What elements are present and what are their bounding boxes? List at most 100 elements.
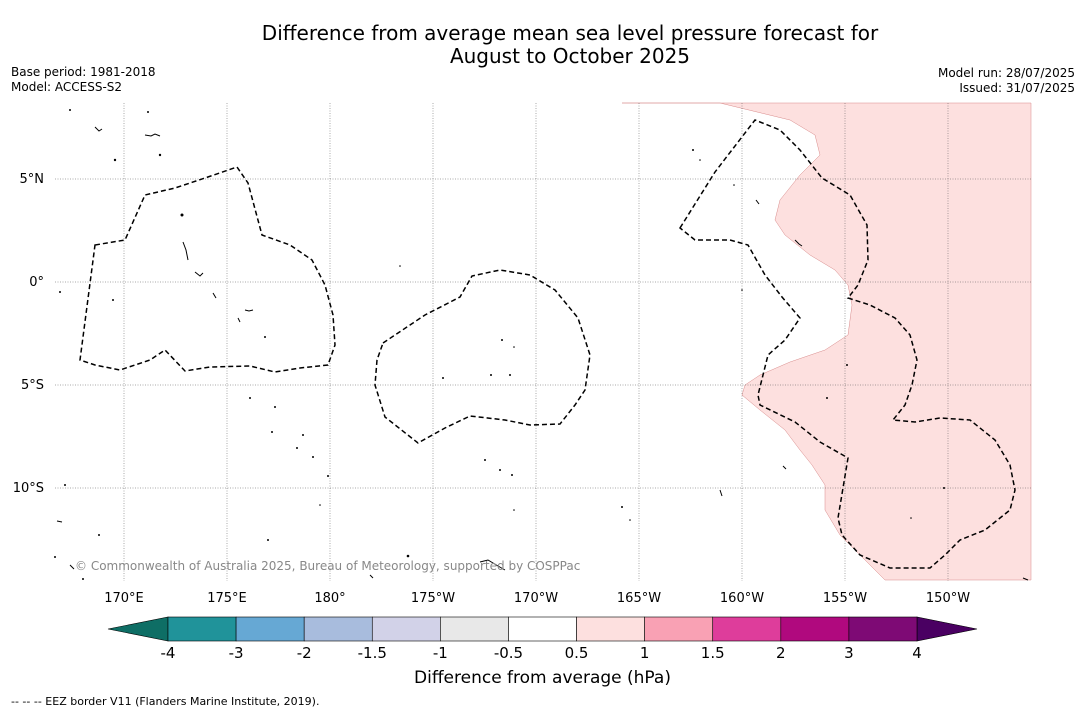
colorbar-tick-label: -0.5 — [494, 644, 523, 662]
island — [509, 374, 511, 376]
island — [113, 158, 117, 162]
island — [1022, 577, 1029, 581]
lon-tick-label: 165°W — [617, 591, 661, 606]
island — [794, 239, 803, 247]
colorbar-segment — [508, 616, 577, 642]
island — [302, 434, 304, 436]
island — [249, 397, 251, 399]
island — [244, 309, 254, 312]
island — [59, 291, 61, 293]
island — [490, 374, 492, 376]
island — [369, 574, 374, 579]
island — [312, 456, 314, 458]
colorbar-segment — [167, 616, 237, 642]
colorbar-tick-label: 4 — [912, 644, 922, 662]
island — [719, 489, 723, 497]
map-panel: © Commonwealth of Australia 2025, Bureau… — [54, 102, 1032, 581]
anomaly-region — [622, 102, 1032, 581]
colorbar-extend-high — [916, 616, 978, 642]
lon-tick-label: 170°E — [104, 591, 144, 606]
issued-date: Issued: 31/07/2025 — [959, 81, 1075, 95]
base-period: Base period: 1981-2018 — [11, 65, 156, 79]
island — [54, 556, 56, 558]
colorbar-segment — [235, 616, 305, 642]
lon-tick-label: 170°W — [514, 591, 558, 606]
island — [237, 317, 241, 323]
lon-axis: 170°E 175°E 180° 175°W 170°W 165°W 160°W… — [104, 591, 970, 606]
island — [733, 184, 735, 186]
lon-tick-label: 175°W — [411, 591, 455, 606]
island — [212, 292, 217, 299]
colorbar-segment — [780, 616, 850, 642]
colorbar-tick-label: 2 — [776, 644, 786, 662]
island — [442, 377, 444, 379]
island — [56, 520, 63, 523]
title-line-1: Difference from average mean sea level p… — [261, 21, 879, 45]
island — [629, 519, 631, 521]
eez-border — [374, 269, 591, 444]
eez-footnote: -- -- -- EEZ border V11 (Flanders Marine… — [11, 695, 320, 708]
island — [112, 299, 114, 301]
island — [399, 265, 401, 267]
colorbar-tick-label: -1 — [433, 644, 448, 662]
island — [910, 517, 912, 519]
colorbar-segment — [712, 616, 782, 642]
islands — [56, 126, 1029, 581]
island — [182, 241, 189, 261]
island — [699, 159, 701, 161]
colorbar-tick-label: 3 — [844, 644, 854, 662]
island — [499, 469, 501, 471]
colorbar-segment — [848, 616, 918, 642]
eez-border — [79, 166, 336, 373]
eez-borders — [79, 119, 1016, 569]
colorbar-segment — [303, 616, 373, 642]
island — [501, 339, 503, 341]
copyright-text: © Commonwealth of Australia 2025, Bureau… — [75, 559, 580, 573]
island — [692, 149, 694, 151]
island — [846, 364, 848, 366]
colorbar-segments — [167, 616, 918, 642]
island — [755, 199, 760, 205]
colorbar-segment — [371, 616, 441, 642]
island — [319, 504, 321, 506]
island — [327, 475, 329, 477]
colorbar-tick-label: 1 — [640, 644, 650, 662]
island-dots — [54, 109, 945, 580]
lon-tick-label: 150°W — [926, 591, 970, 606]
island — [267, 539, 269, 541]
island — [69, 109, 71, 111]
island — [94, 126, 103, 132]
island — [194, 271, 204, 277]
island — [98, 534, 100, 536]
island — [69, 564, 75, 570]
model-name: Model: ACCESS-S2 — [11, 80, 123, 94]
colorbar-tick-label: -4 — [161, 644, 176, 662]
colorbar-tick-label: 1.5 — [701, 644, 725, 662]
island — [513, 346, 515, 348]
lon-tick-label: 160°W — [720, 591, 764, 606]
island — [274, 406, 276, 408]
island — [484, 459, 486, 461]
colorbar-title: Difference from average (hPa) — [414, 668, 671, 688]
colorbar-extend-low — [107, 616, 169, 642]
island — [64, 484, 66, 486]
lon-tick-label: 175°E — [207, 591, 247, 606]
colorbar-tick-label: -2 — [297, 644, 312, 662]
lat-tick-label: 0° — [29, 275, 44, 290]
island — [406, 554, 410, 558]
island — [782, 465, 787, 470]
title-line-2: August to October 2025 — [449, 44, 691, 68]
island — [147, 111, 149, 113]
lat-tick-label: 5°N — [20, 172, 45, 187]
chart-title: Difference from average mean sea level p… — [0, 22, 1085, 68]
colorbar-segment — [440, 616, 509, 642]
island — [513, 509, 515, 511]
lat-tick-label: 5°S — [21, 378, 44, 393]
lon-tick-label: 180° — [314, 591, 345, 606]
colorbar-tick-label: 0.5 — [565, 644, 589, 662]
meta-right: Model run: 28/07/2025 Issued: 31/07/2025 — [938, 66, 1075, 96]
lon-tick-label: 155°W — [823, 591, 867, 606]
model-run: Model run: 28/07/2025 — [937, 66, 1075, 80]
island — [479, 559, 506, 571]
